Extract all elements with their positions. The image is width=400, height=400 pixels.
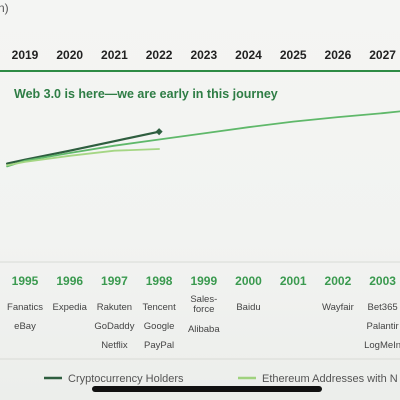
bottom-tick-1999: 1999 <box>190 274 217 288</box>
company-label: Tencent <box>142 302 176 313</box>
company-label: Fanatics <box>7 302 43 313</box>
top-tick-2022: 2022 <box>146 48 173 62</box>
company-label: Alibaba <box>188 324 220 335</box>
company-label: Expedia <box>53 302 88 313</box>
bottom-tick-2001: 2001 <box>280 274 307 288</box>
series-line-0 <box>6 130 161 165</box>
company-label: Rakuten <box>97 302 132 313</box>
top-tick-2026: 2026 <box>325 48 352 62</box>
bottom-tick-2000: 2000 <box>235 274 262 288</box>
top-tick-2020: 2020 <box>56 48 83 62</box>
chart-title-fragment: n) <box>0 1 9 15</box>
company-label: PayPal <box>144 340 174 351</box>
series-line-1 <box>6 110 400 168</box>
company-labels: Fanatics eBay Expedia Rakuten GoDaddy Netflix… <box>7 294 400 351</box>
company-label: LogMeIn <box>364 340 400 351</box>
bottom-tick-2003: 2003 <box>369 274 396 288</box>
bottom-tick-1995: 1995 <box>12 274 39 288</box>
company-label: Baidu <box>236 302 260 313</box>
bottom-tick-2002: 2002 <box>325 274 352 288</box>
top-tick-2019: 2019 <box>12 48 39 62</box>
top-axis-tick-labels: 2019 2020 2021 2022 2023 2024 2025 2026 2027 <box>12 48 397 62</box>
bottom-tick-1996: 1996 <box>56 274 83 288</box>
company-label: Palantir <box>366 321 398 332</box>
legend-label-2: Ethereum Addresses with N <box>262 373 398 385</box>
company-label: GoDaddy <box>94 321 134 332</box>
top-tick-2024: 2024 <box>235 48 262 62</box>
company-label: Bet365 <box>368 302 398 313</box>
company-label: eBay <box>14 321 36 332</box>
company-label: Google <box>144 321 175 332</box>
top-tick-2027: 2027 <box>369 48 396 62</box>
annotation-text: Web 3.0 is here—we are early in this jou… <box>14 87 278 101</box>
bottom-tick-1998: 1998 <box>146 274 173 288</box>
series-lines <box>6 110 400 168</box>
company-label: Sales-force <box>190 294 217 315</box>
series-line-2 <box>6 148 160 167</box>
series-endpoint-marker <box>155 128 163 136</box>
top-tick-2021: 2021 <box>101 48 128 62</box>
company-label: Wayfair <box>322 302 354 313</box>
top-tick-2023: 2023 <box>190 48 217 62</box>
top-tick-2025: 2025 <box>280 48 307 62</box>
bottom-tick-1997: 1997 <box>101 274 128 288</box>
legend-label-1: Cryptocurrency Holders <box>68 373 184 385</box>
company-label: Netflix <box>101 340 128 351</box>
bottom-axis-tick-labels: 1995 1996 1997 1998 1999 2000 2001 2002 2003 <box>12 274 397 288</box>
home-indicator <box>92 386 322 392</box>
